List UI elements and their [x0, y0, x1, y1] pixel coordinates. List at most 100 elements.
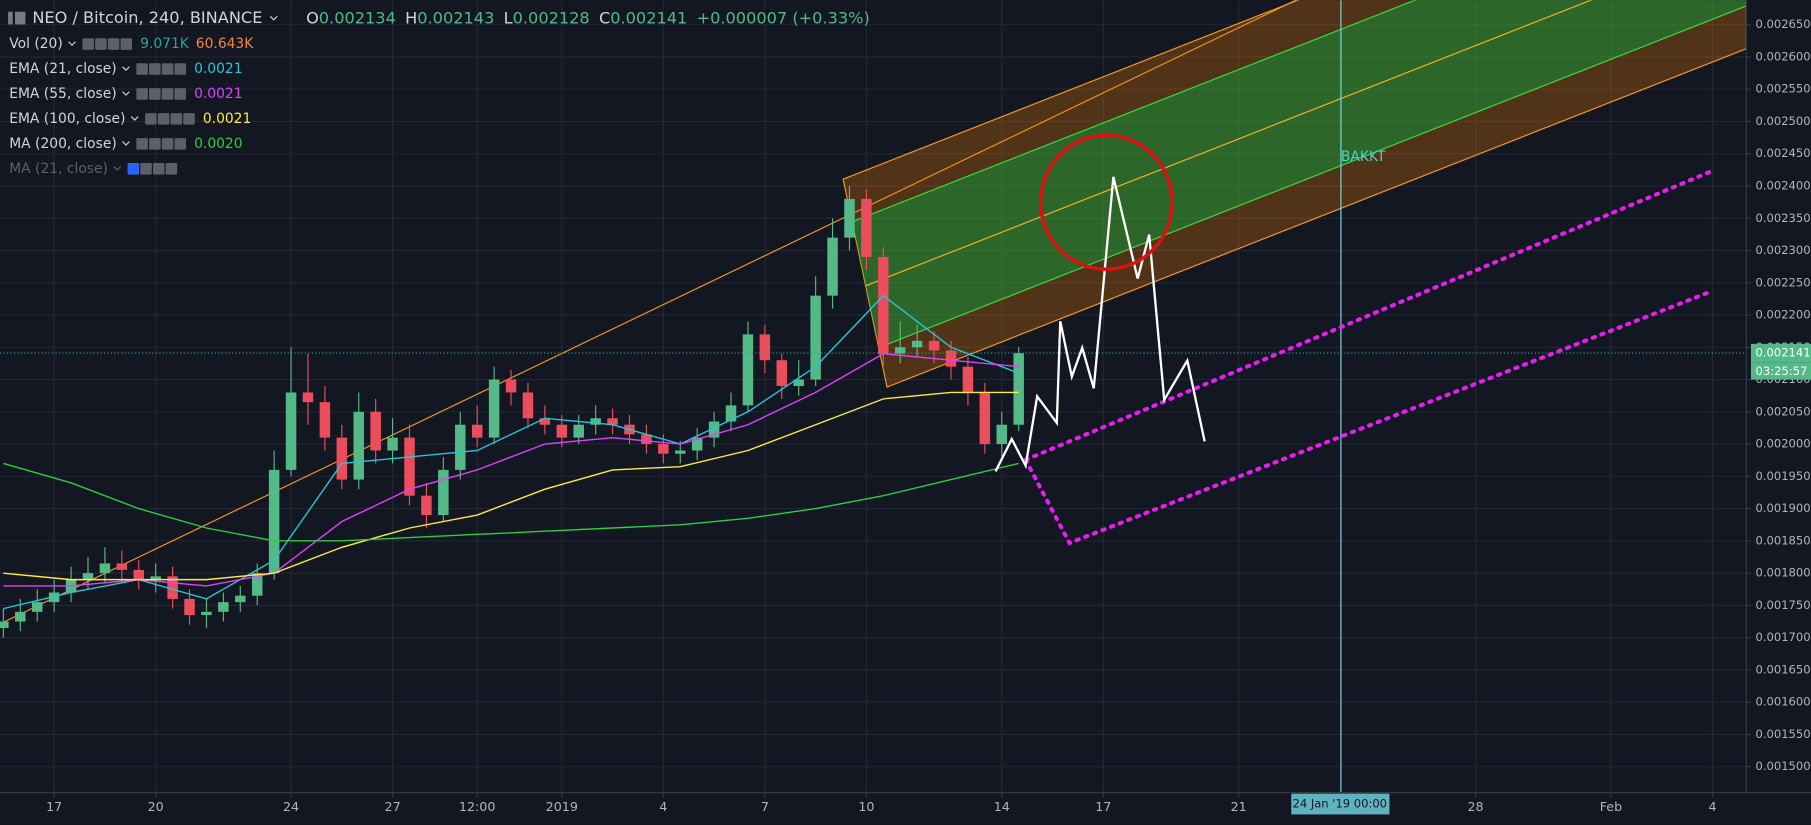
x-tick-label: 12:00	[459, 799, 496, 814]
legend-button	[161, 88, 174, 100]
legend-button	[120, 38, 133, 50]
ohlc-value: 0.002134	[319, 8, 396, 27]
y-tick-label: 0.002550	[1756, 82, 1811, 96]
legend-button	[174, 138, 187, 150]
candle-body	[471, 424, 483, 438]
x-tick-label: 2019	[546, 799, 578, 814]
y-tick-label: 0.001600	[1756, 695, 1811, 709]
y-tick-label: 0.002400	[1756, 178, 1811, 192]
legend-value: 0.0021	[194, 61, 242, 77]
legend-name: MA (200, close)	[9, 136, 117, 152]
candle-body	[742, 334, 754, 406]
legend-button	[95, 38, 107, 50]
candle-body	[945, 350, 957, 367]
x-tick-label: Feb	[1600, 799, 1622, 814]
legend-name: EMA (100, close)	[9, 111, 125, 127]
countdown-label: 03:25:57	[1756, 364, 1808, 378]
legend-button	[149, 63, 161, 75]
legend-button	[170, 113, 183, 125]
candle-body	[522, 392, 534, 419]
legend-button	[157, 113, 170, 125]
candle-body	[505, 379, 517, 393]
crosshair-label: 24 Jan '19 00:00	[1293, 797, 1388, 811]
ohlc-key: C	[599, 8, 610, 27]
legend-name: EMA (21, close)	[9, 61, 116, 77]
legend-button	[127, 163, 140, 175]
candle-body	[285, 392, 297, 470]
projection: BAKKT	[994, 133, 1714, 546]
candle-body	[302, 392, 314, 403]
grid	[0, 0, 1747, 793]
candle-body	[793, 379, 804, 387]
candle-body	[861, 198, 872, 257]
y-tick-label: 0.001750	[1756, 598, 1811, 612]
candle-body	[404, 437, 415, 496]
y-tick-label: 0.002650	[1756, 17, 1811, 31]
chevron	[269, 15, 278, 21]
legend-button	[136, 63, 148, 75]
candle-body	[675, 450, 686, 454]
indicator-line	[3, 462, 1019, 542]
price-change: +0.000007 (+0.33%)	[697, 8, 870, 27]
candle-body	[167, 576, 178, 599]
candle-body	[31, 602, 43, 612]
candle-body	[759, 334, 771, 361]
last-price-label: 0.002141	[1756, 346, 1811, 360]
candle-body	[99, 563, 111, 574]
crosshair-box	[1291, 793, 1390, 815]
candle-body	[438, 469, 449, 516]
candle-body	[810, 295, 821, 380]
candle-body	[539, 418, 551, 425]
legend-button	[82, 38, 94, 50]
x-tick-label: 28	[1467, 799, 1483, 814]
candle-body	[962, 366, 974, 393]
ohlc-key: L	[504, 8, 513, 27]
projected-path	[994, 176, 1206, 472]
channel-line	[851, 0, 1417, 223]
legend-button	[183, 113, 195, 125]
price-box	[1750, 343, 1811, 363]
legend-value: 0.0021	[203, 111, 251, 127]
event-label: BAKKT	[1341, 149, 1386, 165]
chevron	[68, 41, 76, 47]
y-tick-label: 0.002300	[1756, 243, 1811, 257]
indicator-line	[3, 353, 1019, 587]
candle-body	[336, 437, 348, 480]
x-tick-label: 7	[761, 799, 769, 814]
candle-body	[0, 621, 9, 628]
candle-body	[776, 360, 788, 387]
x-tick-label: 20	[148, 799, 164, 814]
candle-body	[421, 495, 432, 516]
y-tick-label: 0.002350	[1756, 211, 1811, 225]
candle-body	[319, 402, 331, 438]
candle-body	[15, 611, 26, 622]
candle-body	[641, 434, 652, 445]
candle-body	[251, 573, 263, 596]
x-tick-label: 24	[283, 799, 299, 814]
candle-body	[827, 237, 838, 296]
indicator-line	[3, 294, 1019, 610]
candle-body	[878, 256, 889, 354]
y-tick-label: 0.001500	[1756, 759, 1811, 773]
symbol-icon	[15, 11, 26, 25]
y-tick-label: 0.001950	[1756, 469, 1811, 483]
chevron	[113, 166, 122, 171]
chevron	[122, 91, 130, 96]
ohlc-value: 0.002143	[417, 8, 494, 27]
x-tick-label: 14	[994, 799, 1010, 814]
candle-body	[691, 437, 703, 451]
candle-body	[658, 444, 669, 454]
dotted-line	[1023, 289, 1714, 546]
ohlc-key: O	[306, 8, 319, 27]
candle-body	[370, 411, 381, 451]
chevron	[122, 141, 130, 146]
candle-body	[116, 563, 128, 570]
y-tick-label: 0.001700	[1756, 630, 1811, 644]
candle-body	[488, 379, 500, 438]
y-tick-label: 0.002050	[1756, 404, 1811, 418]
y-tick-label: 0.002000	[1756, 437, 1811, 451]
y-tick-label: 0.001800	[1756, 566, 1811, 580]
candle-body	[911, 340, 923, 348]
candle-body	[844, 198, 855, 238]
legend-button	[152, 163, 165, 175]
